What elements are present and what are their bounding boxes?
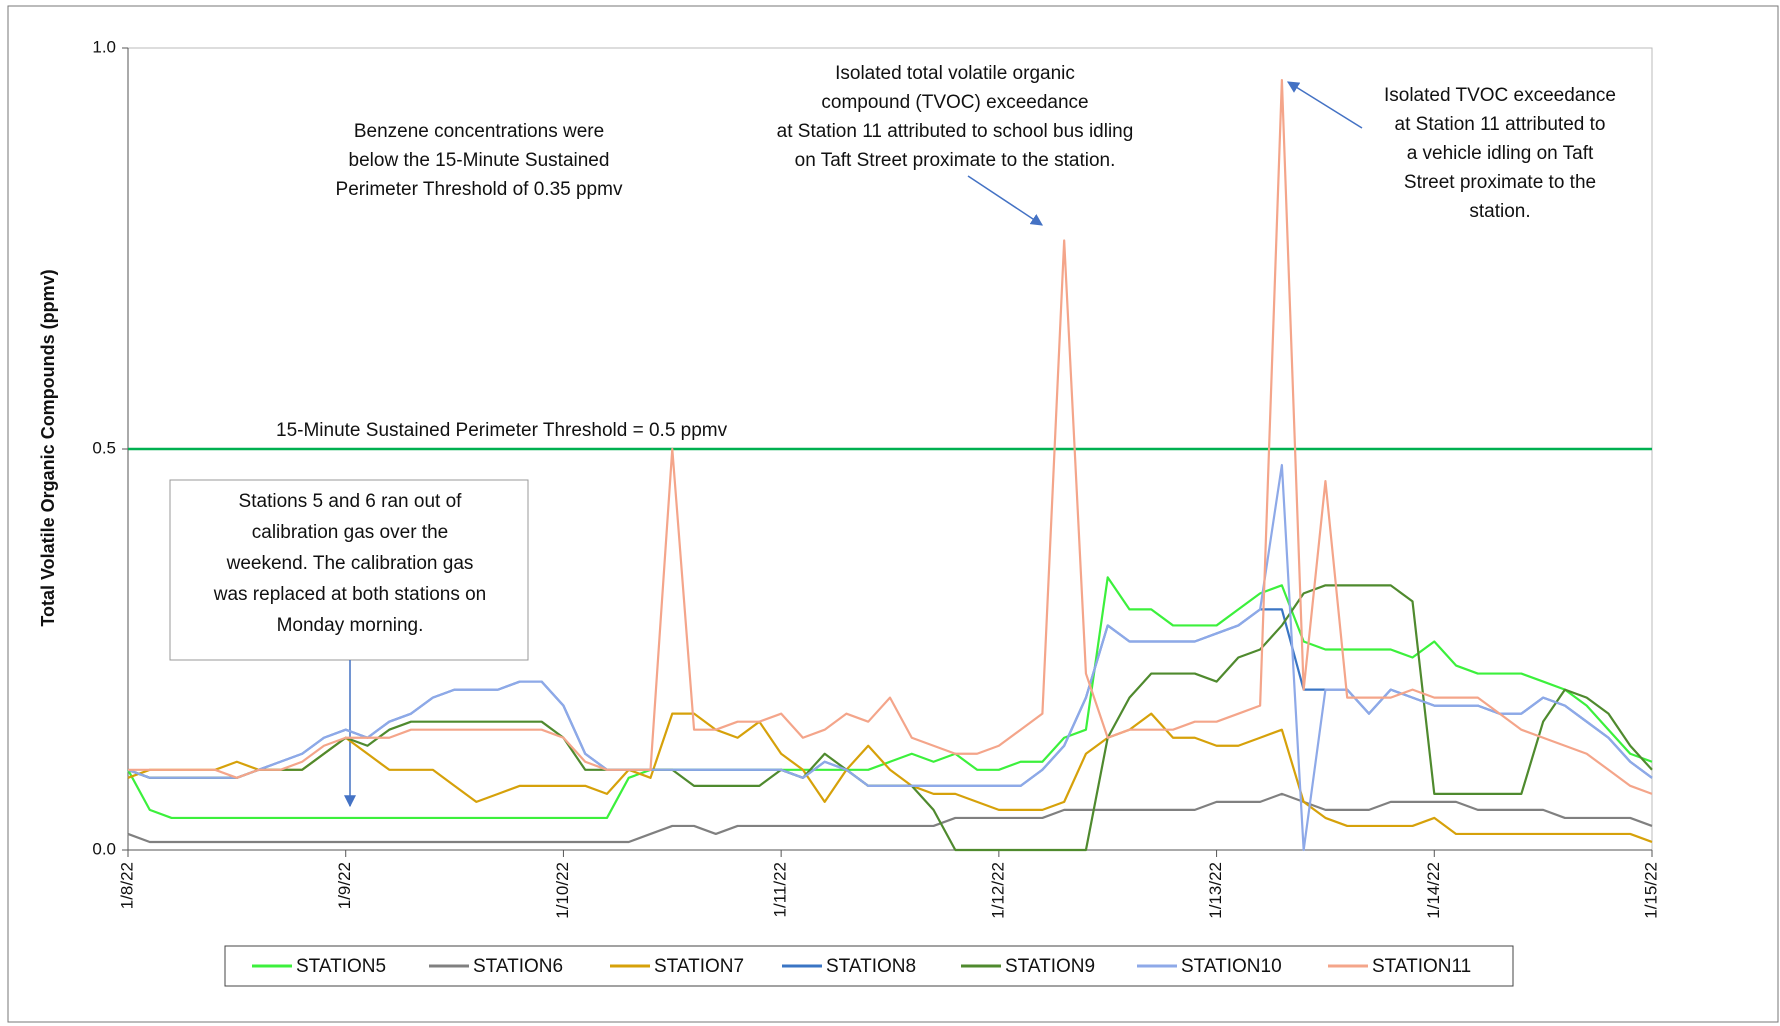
- annotation-text: Stations 5 and 6 ran out of: [239, 491, 463, 512]
- y-tick-label: 1.0: [92, 37, 116, 56]
- annotation-text: calibration gas over the: [252, 522, 448, 543]
- annotation-text: at Station 11 attributed to school bus i…: [777, 121, 1134, 142]
- annotation-text: compound (TVOC) exceedance: [821, 92, 1088, 113]
- series-line: [127, 463, 1653, 852]
- legend-label: STATION6: [473, 956, 563, 977]
- series-line: [127, 712, 1653, 844]
- y-tick-label: 0.5: [92, 438, 116, 457]
- annotation-box: [169, 479, 529, 661]
- annotation-text: Benzene concentrations were: [354, 121, 604, 142]
- series-line: [128, 78, 1653, 795]
- annotation-arrow: [967, 175, 1044, 226]
- legend-label: STATION8: [826, 956, 916, 977]
- annotation-text: a vehicle idling on Taft: [1407, 143, 1594, 164]
- annotation-arrow: [1286, 81, 1363, 129]
- y-tick-label: 0.0: [92, 839, 116, 858]
- legend-label: STATION9: [1005, 956, 1095, 977]
- annotation-text: Isolated TVOC exceedance: [1384, 85, 1616, 106]
- legend-label: STATION7: [654, 956, 744, 977]
- x-tick-label: 1/11/22: [771, 862, 790, 917]
- legend-label: STATION5: [296, 956, 386, 977]
- x-tick-label: 1/12/22: [988, 862, 1007, 919]
- annotation-text: station.: [1469, 201, 1530, 222]
- x-tick-label: 1/15/22: [1641, 862, 1660, 919]
- legend-label: STATION11: [1372, 956, 1471, 977]
- annotation-text: Perimeter Threshold of 0.35 ppmv: [336, 179, 623, 200]
- annotation-text: at Station 11 attributed to: [1395, 114, 1606, 135]
- x-tick-label: 1/9/22: [335, 862, 354, 909]
- legend-label: STATION10: [1181, 956, 1282, 977]
- annotation-text: weekend. The calibration gas: [226, 553, 474, 574]
- annotation-text: Isolated total volatile organic: [835, 63, 1075, 84]
- x-tick-label: 1/14/22: [1424, 862, 1443, 919]
- series-line: [127, 576, 1653, 820]
- annotation-text: Street proximate to the: [1404, 172, 1596, 193]
- annotation-text: was replaced at both stations on: [213, 584, 487, 605]
- series-line: [127, 792, 1653, 844]
- y-axis-label: Total Volatile Organic Compounds (ppmv): [38, 269, 58, 626]
- x-tick-label: 1/13/22: [1206, 862, 1225, 919]
- threshold-label: 15-Minute Sustained Perimeter Threshold …: [276, 420, 728, 441]
- annotation-text: below the 15-Minute Sustained: [349, 150, 610, 171]
- annotation-text: Monday morning.: [277, 615, 424, 636]
- x-tick-label: 1/10/22: [553, 862, 572, 919]
- x-tick-label: 1/8/22: [117, 862, 136, 909]
- annotation-text: on Taft Street proximate to the station.: [795, 150, 1116, 171]
